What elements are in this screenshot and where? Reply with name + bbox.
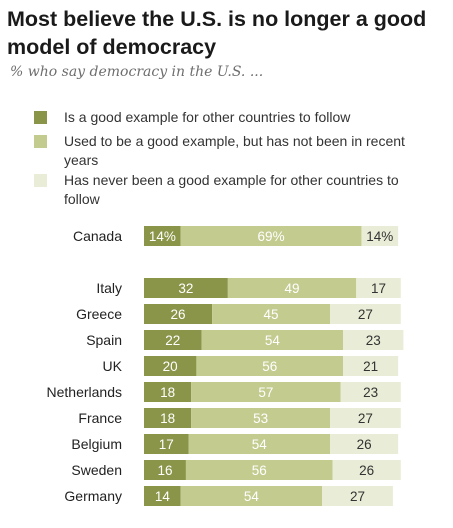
value-label-never: 17 — [371, 281, 386, 296]
legend-label-used-to-be: Used to be a good example, but has not b… — [64, 133, 405, 168]
bar-segment-used-to-be — [180, 486, 323, 506]
value-label-good: 17 — [159, 437, 174, 452]
bar-segment-good — [144, 486, 181, 506]
category-label: Belgium — [71, 436, 122, 452]
bar-segment-good — [144, 226, 181, 246]
bar-segment-never — [330, 408, 401, 428]
value-label-never: 26 — [357, 437, 372, 452]
value-label-never: 27 — [358, 307, 373, 322]
value-label-never: 23 — [363, 385, 378, 400]
bar-segment-never — [340, 382, 401, 402]
bar-segment-never — [330, 434, 399, 454]
value-label-used-to-be: 69% — [258, 229, 285, 244]
value-label-good: 22 — [165, 333, 180, 348]
value-label-used-to-be: 56 — [262, 359, 277, 374]
value-label-never: 14% — [366, 229, 393, 244]
bar-segment-good — [144, 408, 192, 428]
value-label-used-to-be: 57 — [258, 385, 273, 400]
value-label-never: 27 — [350, 489, 365, 504]
bar-segment-used-to-be — [185, 460, 333, 480]
legend-swatch-good — [34, 111, 47, 124]
bar-row-canada: Canada 14% 69% 14% — [73, 226, 399, 246]
bar-segment-used-to-be — [191, 382, 341, 402]
legend-label-good: Is a good example for other countries to… — [64, 109, 351, 125]
bar-segment-used-to-be — [180, 226, 362, 246]
value-label-used-to-be: 49 — [285, 281, 300, 296]
value-label-good: 16 — [157, 463, 172, 478]
bar-row-italy: Italy 32 49 17 — [96, 278, 401, 298]
bar-segment-good — [144, 330, 202, 350]
bar-segment-used-to-be — [201, 330, 344, 350]
legend-label-never: Has never been a good example for other … — [64, 172, 399, 207]
chart-subtitle: % who say democracy in the U.S. ... — [10, 64, 264, 80]
value-label-good: 32 — [178, 281, 193, 296]
value-label-good: 26 — [171, 307, 186, 322]
category-label: Canada — [73, 228, 122, 244]
bar-segment-never — [322, 486, 393, 506]
chart-title: Most believe the U.S. is no longer a goo… — [7, 7, 427, 59]
bar-segment-never — [332, 460, 401, 480]
legend-swatch-never — [34, 174, 47, 187]
value-label-good: 18 — [160, 411, 175, 426]
bar-segment-used-to-be — [212, 304, 331, 324]
value-label-good: 14% — [149, 229, 176, 244]
value-label-never: 26 — [359, 463, 374, 478]
category-label: UK — [103, 358, 123, 374]
bar-segment-never — [343, 330, 404, 350]
category-label: Netherlands — [47, 384, 123, 400]
value-label-good: 14 — [155, 489, 171, 504]
bar-segment-used-to-be — [188, 434, 331, 454]
bar-segment-never — [343, 356, 399, 376]
bar-segment-never — [361, 226, 399, 246]
bar-segment-good — [144, 434, 189, 454]
value-label-good: 20 — [163, 359, 178, 374]
bar-segment-never — [356, 278, 401, 298]
bar-row-france: France 18 53 27 — [78, 408, 401, 428]
bar-row-spain: Spain 22 54 23 — [86, 330, 404, 350]
category-label: France — [78, 410, 122, 426]
legend-swatch-used-to-be — [34, 135, 47, 148]
value-label-good: 18 — [160, 385, 175, 400]
bar-row-belgium: Belgium 17 54 26 — [71, 434, 399, 454]
bar-segment-used-to-be — [196, 356, 344, 376]
value-label-never: 21 — [363, 359, 378, 374]
value-label-used-to-be: 45 — [264, 307, 279, 322]
bar-segment-used-to-be — [227, 278, 357, 298]
value-label-used-to-be: 56 — [252, 463, 267, 478]
bar-row-germany: Germany 14 54 27 — [64, 486, 393, 506]
bar-row-greece: Greece 26 45 27 — [76, 304, 401, 324]
value-label-never: 27 — [358, 411, 373, 426]
bar-segment-used-to-be — [191, 408, 331, 428]
category-label: Sweden — [71, 462, 122, 478]
bar-row-netherlands: Netherlands 18 57 23 — [47, 382, 401, 402]
category-label: Spain — [86, 332, 122, 348]
bar-segment-good — [144, 382, 192, 402]
bar-segment-good — [144, 356, 197, 376]
bar-row-uk: UK 20 56 21 — [103, 356, 399, 376]
bar-segment-good — [144, 278, 228, 298]
bar-segment-never — [330, 304, 401, 324]
value-label-used-to-be: 54 — [252, 437, 268, 452]
bar-segment-good — [144, 304, 213, 324]
value-label-never: 23 — [366, 333, 381, 348]
category-label: Germany — [64, 488, 122, 504]
bar-segment-good — [144, 460, 186, 480]
value-label-used-to-be: 54 — [265, 333, 281, 348]
value-label-used-to-be: 53 — [253, 411, 268, 426]
value-label-used-to-be: 54 — [244, 489, 260, 504]
category-label: Italy — [96, 280, 122, 296]
bar-row-sweden: Sweden 16 56 26 — [71, 460, 401, 480]
category-label: Greece — [76, 306, 122, 322]
